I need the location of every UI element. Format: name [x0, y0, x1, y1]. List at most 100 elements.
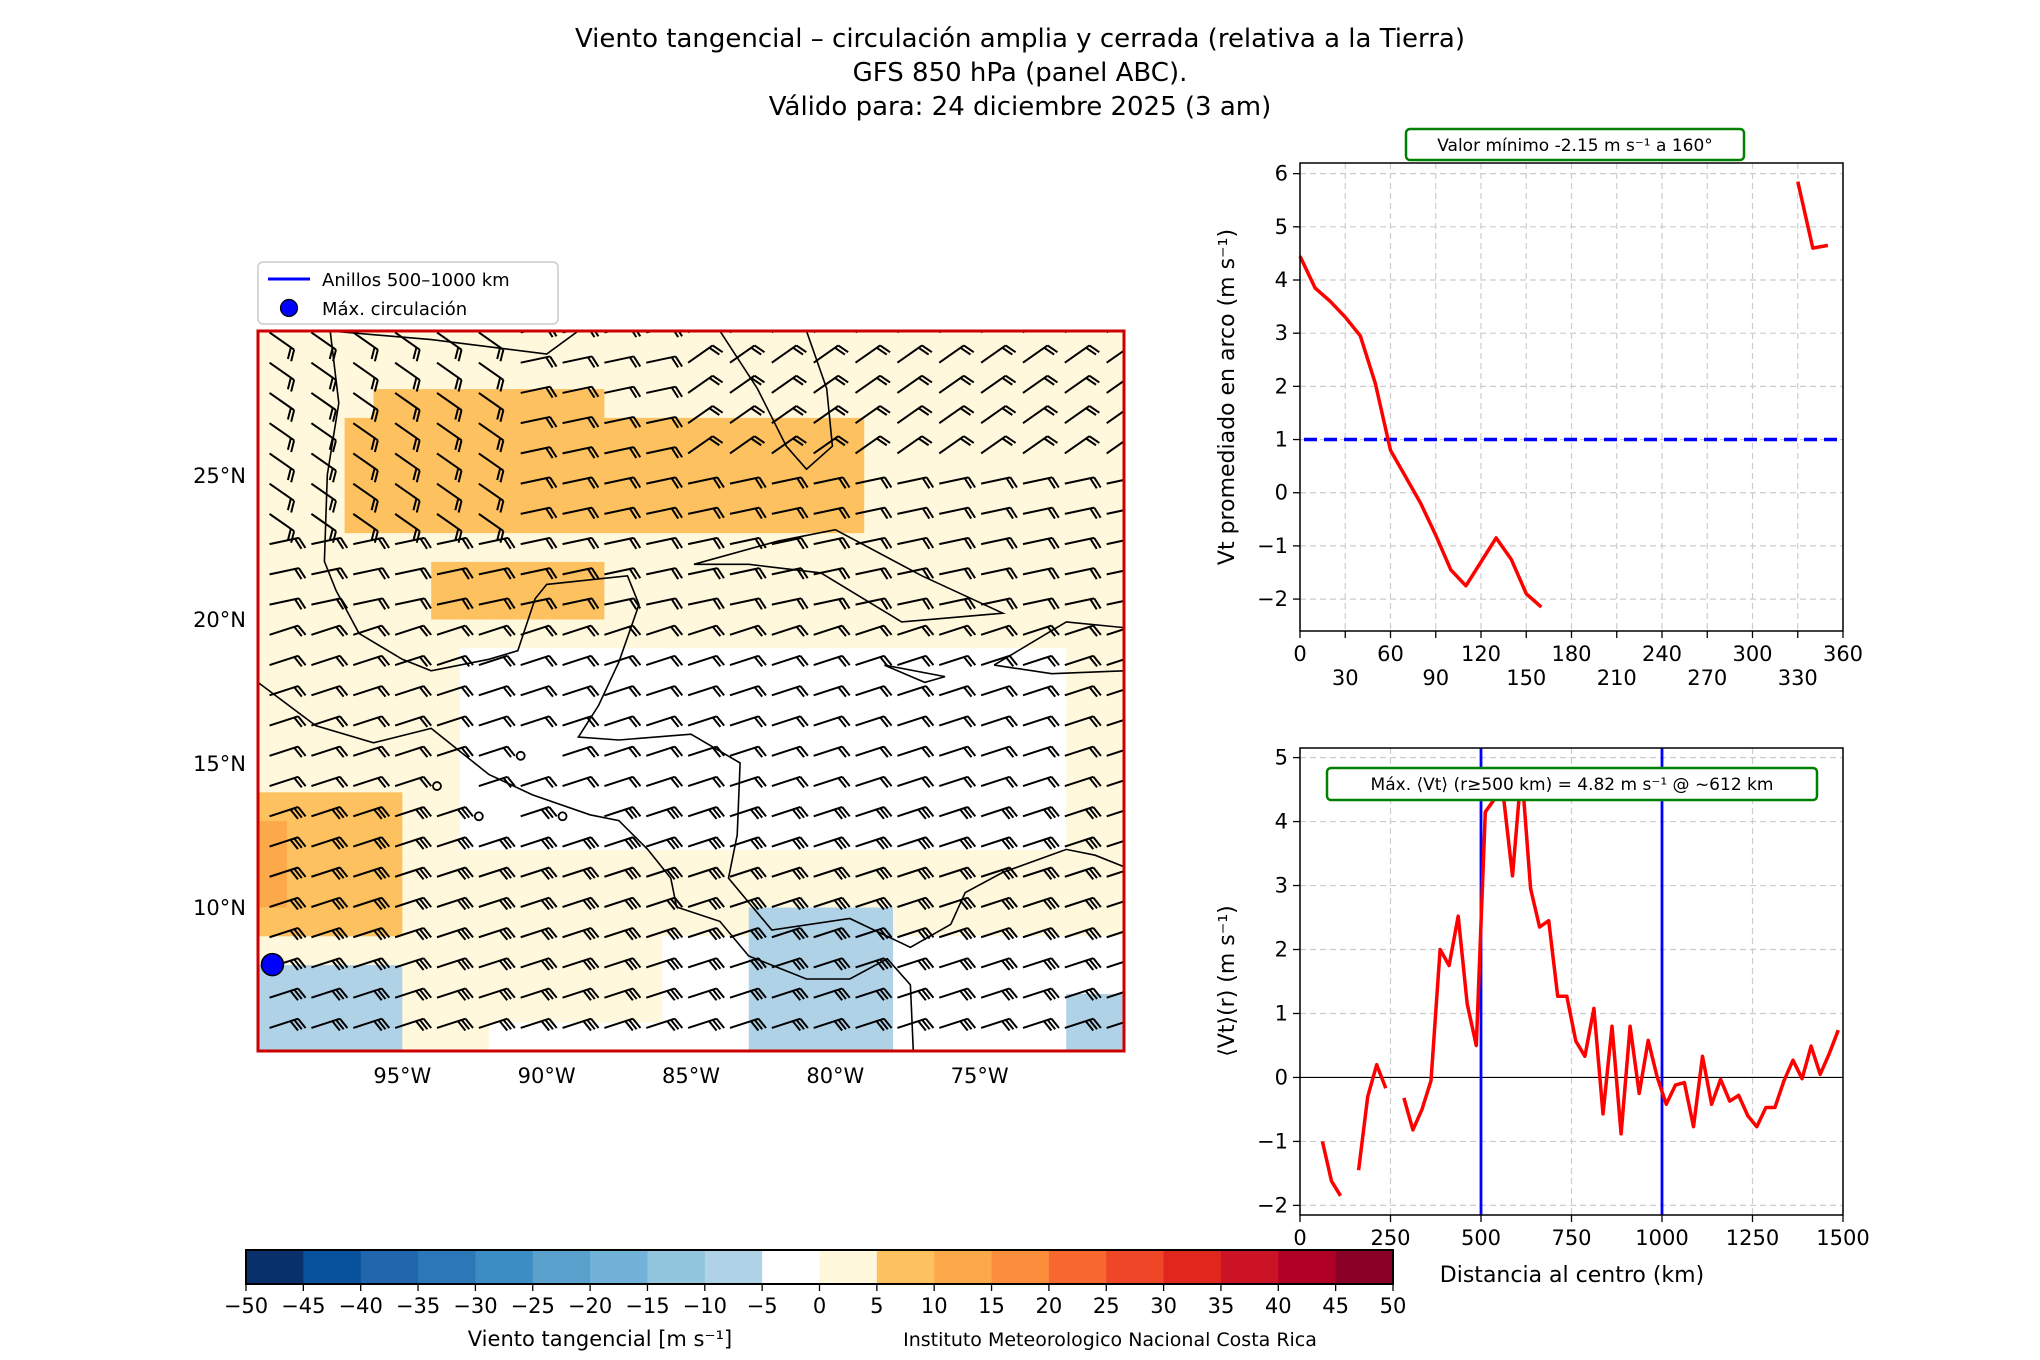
barb-staff — [478, 836, 508, 848]
barb-staff — [897, 836, 927, 848]
barb-flag — [628, 656, 638, 668]
barb-staff — [687, 775, 717, 787]
wind-barb — [562, 476, 600, 489]
barb-flag — [795, 777, 805, 788]
barb-flag — [959, 808, 969, 820]
barb-flag — [796, 598, 805, 610]
barb-flag — [454, 437, 460, 450]
barb-flag — [1047, 568, 1056, 580]
barb-flag — [457, 808, 467, 820]
barb-flag — [590, 957, 600, 969]
barb-staff — [855, 715, 885, 727]
wind-barb — [855, 987, 893, 1001]
barb-staff — [938, 435, 965, 455]
shade-cell — [344, 763, 374, 793]
barb-flag — [454, 498, 460, 511]
barb-flag — [959, 960, 969, 971]
azimuth-curve — [1298, 181, 1829, 609]
barb-flag — [753, 928, 763, 940]
barb-staff — [268, 361, 295, 381]
barb-staff — [1106, 930, 1124, 939]
barb-staff — [311, 896, 341, 908]
barb-flag — [925, 897, 935, 908]
wind-barb — [687, 654, 725, 668]
barb-flag — [967, 987, 977, 999]
barb-flag — [544, 958, 554, 970]
barb-staff — [436, 685, 466, 697]
barb-flag — [795, 989, 805, 1000]
barb-flag — [332, 470, 337, 483]
wind-barb — [1106, 718, 1124, 727]
barb-flag — [715, 836, 725, 848]
barb-staff — [311, 567, 341, 576]
barb-flag — [373, 379, 379, 392]
barb-staff — [562, 415, 593, 425]
barb-flag — [883, 866, 893, 878]
barb-staff — [1064, 435, 1090, 455]
wind-barb — [352, 987, 391, 1001]
wind-barb — [1022, 506, 1060, 520]
shade-cell — [575, 331, 605, 361]
wind-barb — [1064, 344, 1100, 364]
wind-barb — [687, 506, 725, 520]
barb-flag — [339, 624, 349, 636]
barb-flag — [331, 929, 341, 941]
wind-barb — [394, 624, 432, 637]
barb-flag — [1131, 869, 1139, 878]
barb-flag — [628, 507, 638, 520]
barb-flag — [967, 957, 977, 969]
wind-barb — [938, 685, 977, 698]
barb-staff — [771, 435, 797, 455]
shade-cell — [517, 964, 548, 994]
wind-barb — [645, 775, 684, 788]
barb-flag — [1132, 569, 1138, 579]
barb-flag — [835, 318, 845, 325]
barb-flag — [1084, 869, 1095, 880]
barb-flag — [1088, 1019, 1098, 1030]
barb-flag — [422, 897, 432, 908]
barb-flag — [464, 745, 474, 757]
barb-flag — [1005, 747, 1015, 758]
wind-barb — [646, 506, 683, 520]
wind-barb — [687, 806, 725, 820]
wind-barb — [729, 896, 767, 911]
barb-flag — [460, 928, 470, 940]
barb-flag — [883, 715, 893, 727]
wind-barb — [855, 745, 893, 758]
barb-staff — [980, 987, 1010, 999]
barb-flag — [289, 1020, 299, 1032]
barb-flag — [339, 745, 349, 757]
barb-staff — [352, 482, 379, 502]
barb-flag — [1093, 597, 1102, 609]
barb-flag — [506, 715, 516, 727]
barb-staff — [311, 715, 341, 727]
barb-flag — [1135, 656, 1143, 665]
barb-flag — [876, 437, 888, 447]
barb-flag — [1085, 437, 1097, 447]
barb-flag — [339, 897, 349, 908]
wind-barb — [645, 745, 684, 758]
wind-barb — [939, 536, 976, 550]
barb-flag — [1092, 1018, 1102, 1029]
barb-flag — [290, 440, 296, 453]
barb-staff — [938, 775, 969, 787]
barb-flag — [967, 537, 976, 549]
barb-staff — [478, 513, 504, 532]
barb-staff — [855, 896, 885, 908]
wind-barb — [855, 866, 893, 880]
barb-flag — [917, 808, 927, 820]
barb-flag — [544, 1019, 554, 1030]
wind-barb — [1064, 597, 1102, 610]
barb-flag — [506, 987, 516, 999]
barb-flag — [666, 899, 676, 911]
barb-flag — [1088, 868, 1098, 879]
barb-staff — [394, 331, 421, 351]
barb-flag — [1051, 567, 1060, 579]
wind-barb — [1064, 715, 1102, 728]
wind-barb — [855, 896, 893, 911]
barb-flag — [708, 437, 720, 447]
wind-barb — [436, 866, 474, 880]
shade-cell — [835, 849, 865, 879]
barb-flag — [674, 537, 683, 549]
barb-staff — [1106, 960, 1124, 969]
